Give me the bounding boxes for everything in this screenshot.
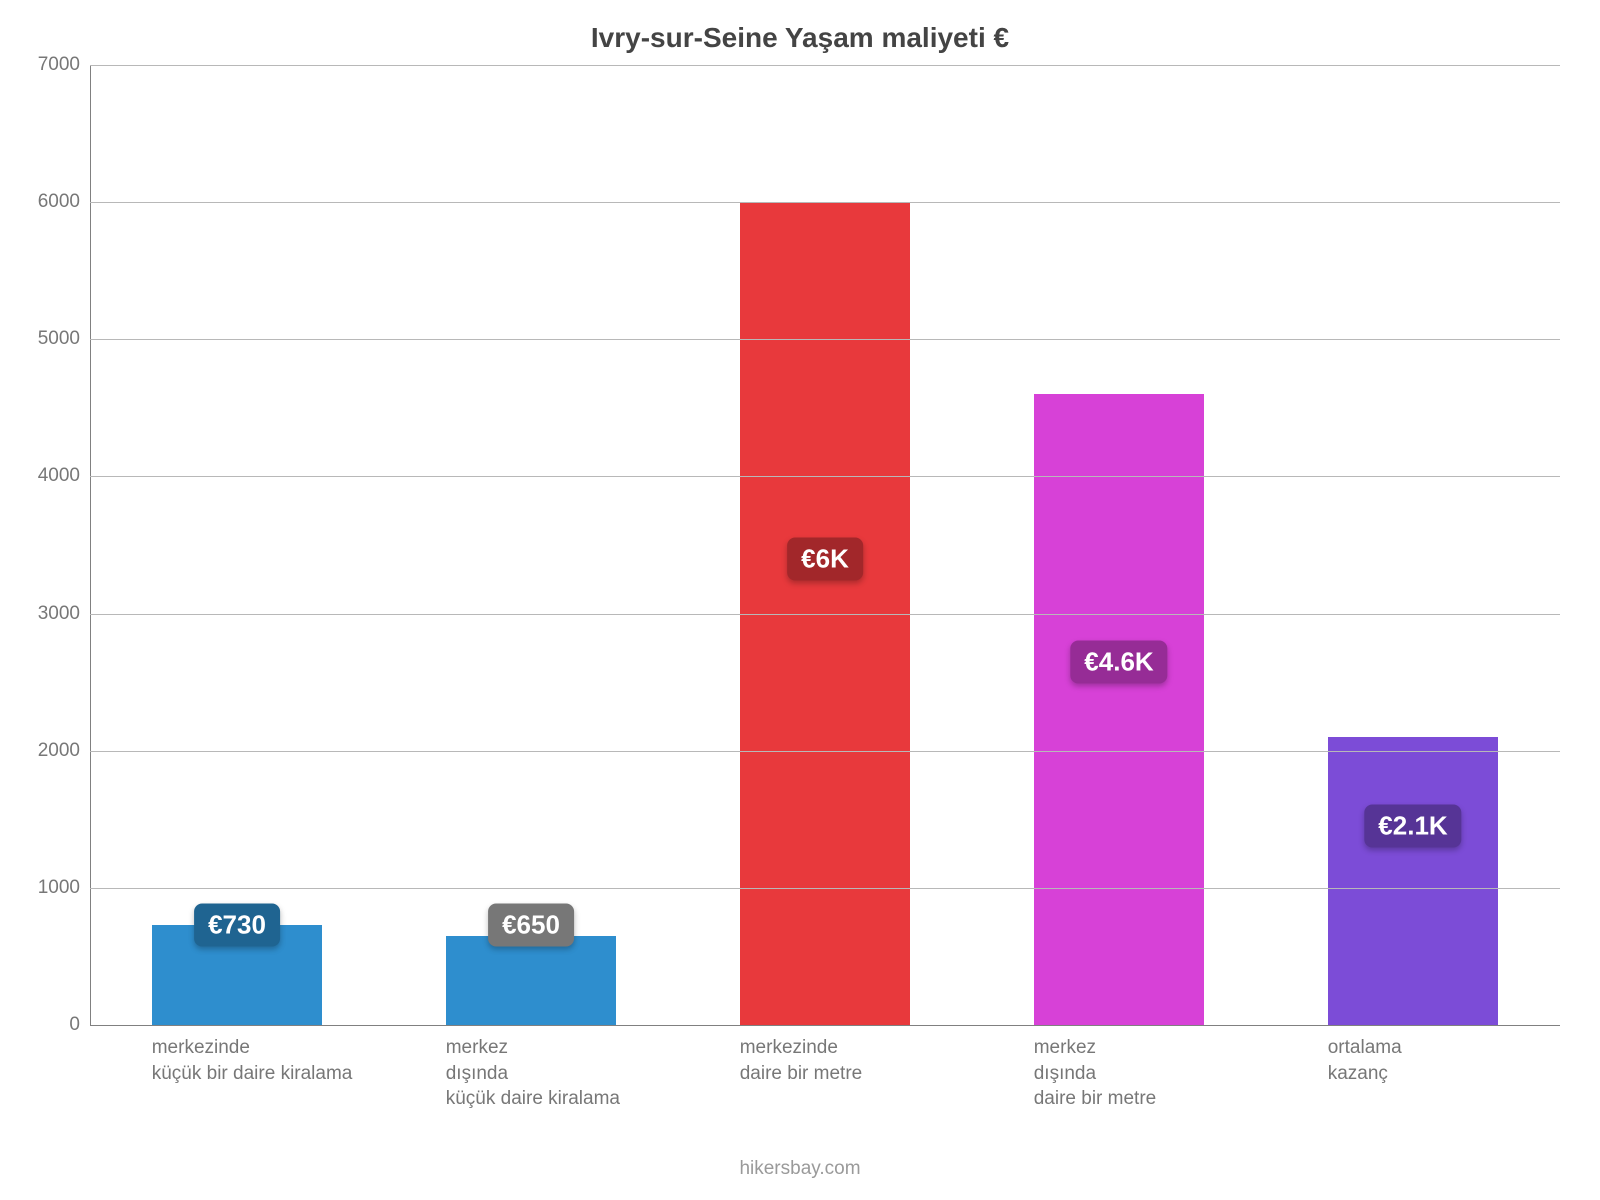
y-tick-label: 1000 [38,877,90,899]
gridline [90,751,1560,752]
gridline [90,614,1560,615]
y-tick-label: 6000 [38,191,90,213]
bar [446,936,617,1025]
gridline [90,476,1560,477]
x-tick-label: merkezinde küçük bir daire kiralama [152,1035,353,1086]
bar [1328,737,1499,1025]
x-tick-label: merkez dışında küçük daire kiralama [446,1035,620,1112]
cost-of-living-chart: Ivry-sur-Seine Yaşam maliyeti € €730 €650… [0,0,1600,1200]
y-axis-line [90,65,91,1025]
y-tick-label: 3000 [38,603,90,625]
y-tick-label: 4000 [38,465,90,487]
bar-value-badge: €6K [787,537,863,580]
gridline [90,339,1560,340]
y-tick-label: 2000 [38,740,90,762]
y-tick-label: 5000 [38,328,90,350]
bar [1034,394,1205,1025]
bar-value-badge: €4.6K [1070,640,1167,683]
x-tick-label: merkez dışında daire bir metre [1034,1035,1157,1112]
x-axis-line [90,1025,1560,1026]
y-tick-label: 7000 [38,54,90,76]
gridline [90,888,1560,889]
bar-value-badge: €2.1K [1364,805,1461,848]
bar-value-badge: €650 [488,903,574,946]
bars-layer: €730 €650 €6K €4.6K €2.1K [90,65,1560,1025]
footer-attribution: hikersbay.com [0,1158,1600,1180]
x-tick-label: merkezinde daire bir metre [740,1035,863,1086]
y-tick-label: 0 [69,1014,90,1036]
gridline [90,65,1560,66]
x-tick-label: ortalama kazanç [1328,1035,1402,1086]
plot-area: €730€650€6K€4.6K€2.1K 010002000300040005… [90,65,1560,1025]
chart-title: Ivry-sur-Seine Yaşam maliyeti € [0,22,1600,54]
gridline [90,202,1560,203]
bar-value-badge: €730 [194,903,280,946]
